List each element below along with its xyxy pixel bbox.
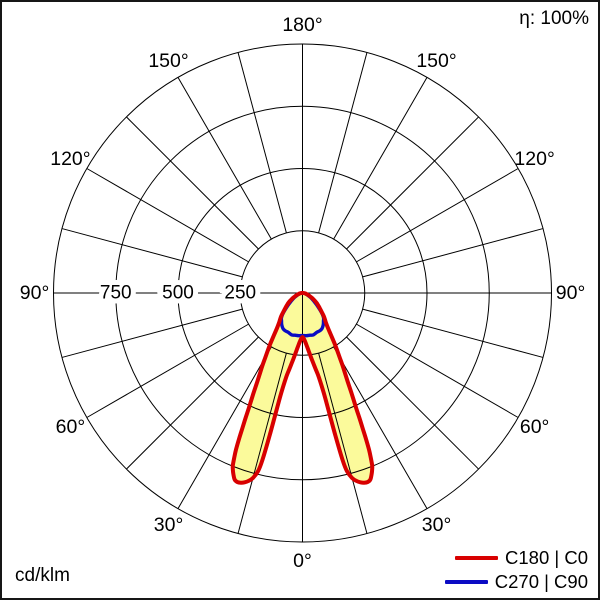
ring-labels: 250 500 750 (95, 278, 261, 309)
angle-label-60-left: 60° (520, 416, 550, 438)
grid-spoke-255 (61, 228, 243, 278)
grid-spoke-15 (318, 352, 368, 534)
angle-label-150-left: 150° (416, 50, 456, 72)
grid-spoke-120 (356, 168, 519, 263)
grid-spoke-195 (237, 52, 287, 234)
angle-label-90-right: 90° (20, 282, 50, 304)
legend: C180 | C0 C270 | C90 (444, 546, 588, 594)
angle-labels: 0° 30° 30° 60° 60° 90° 90° 120° 120° 150° 150° 180° (20, 14, 586, 572)
grid-spoke-315 (126, 336, 259, 470)
grid-spoke-165 (318, 52, 368, 234)
unit-label: cd/klm (15, 565, 70, 586)
angle-label-30-left: 30° (422, 514, 452, 536)
angle-label-90-left: 90° (556, 282, 586, 304)
legend-label: C270 | C90 (494, 571, 588, 592)
grid-spoke-300 (86, 323, 249, 418)
curve-c180-c0 (230, 290, 375, 485)
grid-spoke-210 (177, 77, 272, 240)
grid-spoke-330 (177, 346, 272, 509)
angle-label-60-right: 60° (56, 416, 86, 438)
angle-label-30-right: 30° (154, 514, 184, 536)
angle-label-120-left: 120° (514, 148, 554, 170)
ring-label-750: 750 (100, 283, 132, 304)
angle-label-180: 180° (282, 14, 322, 36)
grid-spoke-150 (333, 77, 428, 240)
angle-label-150-right: 150° (148, 50, 188, 72)
grid-spoke-75 (362, 308, 544, 358)
beam-fill-region (232, 292, 373, 483)
grid-spoke-225 (126, 116, 259, 250)
legend-swatch-red-line (455, 556, 499, 560)
grid-spoke-135 (346, 116, 479, 250)
efficiency-label: η: 100% (519, 8, 589, 29)
grid-spoke-105 (362, 228, 544, 278)
legend-item-c270-c90: C270 | C90 (444, 570, 588, 594)
legend-label: C180 | C0 (505, 547, 588, 568)
angle-label-0: 0° (293, 550, 312, 572)
grid-spoke-240 (86, 168, 249, 263)
polar-grid (53, 43, 552, 543)
grid-spoke-285 (61, 308, 243, 358)
ring-label-500: 500 (162, 283, 194, 304)
grid-spoke-60 (356, 323, 519, 418)
legend-item-c180-c0: C180 | C0 (455, 546, 588, 570)
ring-label-250: 250 (224, 283, 256, 304)
angle-label-120-right: 120° (50, 148, 90, 170)
grid-spoke-30 (333, 346, 428, 509)
grid-spoke-45 (346, 336, 479, 470)
legend-swatch-blue-line (444, 580, 488, 584)
grid-spoke-345 (237, 352, 287, 534)
